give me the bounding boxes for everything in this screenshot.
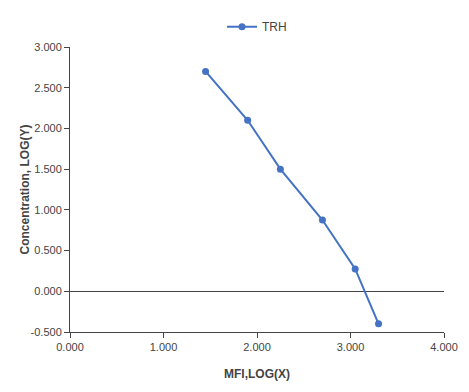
svg-text:2.500: 2.500 xyxy=(34,82,62,94)
svg-text:0.500: 0.500 xyxy=(34,244,62,256)
svg-text:1.000: 1.000 xyxy=(150,341,178,353)
svg-text:3.000: 3.000 xyxy=(337,341,365,353)
svg-text:3.000: 3.000 xyxy=(34,41,62,53)
svg-text:1.000: 1.000 xyxy=(34,204,62,216)
svg-text:0.000: 0.000 xyxy=(34,285,62,297)
svg-text:0.000: 0.000 xyxy=(56,341,84,353)
svg-text:4.000: 4.000 xyxy=(430,341,458,353)
svg-text:Concentration, LOG(Y): Concentration, LOG(Y) xyxy=(18,125,32,255)
svg-text:2.000: 2.000 xyxy=(34,122,62,134)
svg-text:MFI,LOG(X): MFI,LOG(X) xyxy=(224,367,290,381)
svg-text:1.500: 1.500 xyxy=(34,163,62,175)
svg-text:2.000: 2.000 xyxy=(243,341,271,353)
svg-text:-0.500: -0.500 xyxy=(31,326,62,338)
svg-text:TRH: TRH xyxy=(262,20,287,34)
